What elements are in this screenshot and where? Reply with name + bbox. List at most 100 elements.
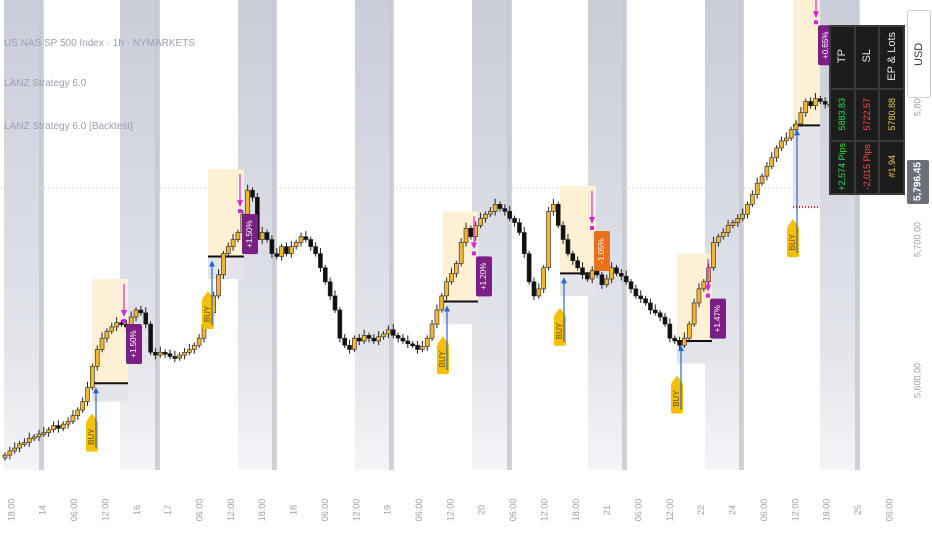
- time-axis-label: 06:00: [414, 499, 424, 522]
- candle-up: [706, 267, 711, 283]
- candle-up: [221, 253, 226, 276]
- candle-up: [51, 425, 56, 431]
- exit-dot: [472, 251, 476, 256]
- candle-down: [652, 309, 658, 314]
- candle-up: [235, 232, 241, 240]
- buy-tag-pointer: [787, 219, 799, 228]
- entry-arrow-head: [444, 305, 450, 312]
- candle-up: [46, 429, 51, 433]
- candle-up: [701, 281, 707, 290]
- candle-up: [725, 225, 731, 233]
- trade-result-badge: [126, 324, 142, 364]
- candle-up: [80, 401, 85, 411]
- candle-up: [17, 443, 22, 449]
- candle-down: [594, 270, 600, 276]
- time-axis-label: 18:00: [257, 499, 267, 522]
- candle-down: [468, 227, 474, 238]
- candle-down: [633, 288, 639, 297]
- candle-up: [191, 344, 197, 350]
- candle-down: [153, 351, 158, 356]
- trade-result-label: -1.05%: [597, 238, 606, 263]
- candle-up: [483, 213, 488, 219]
- candle-up: [691, 302, 697, 325]
- candle-down: [167, 353, 173, 357]
- exit-arrow-head: [705, 284, 711, 292]
- candle-down: [507, 211, 513, 219]
- exit-arrow-head: [237, 200, 243, 208]
- candle-down: [366, 335, 372, 339]
- candle-up: [779, 140, 784, 149]
- legend-backtest[interactable]: LANZ Strategy 6.0 [Backtest]: [4, 121, 133, 132]
- candle-up: [711, 242, 716, 269]
- candle-up: [187, 349, 192, 353]
- currency-button[interactable]: USD: [907, 10, 931, 98]
- table-header-ep: EP & Lots: [878, 25, 905, 90]
- candle-up: [784, 137, 789, 142]
- time-axis-label: 16: [132, 505, 142, 515]
- candle-up: [386, 329, 391, 335]
- candle-up: [458, 242, 464, 264]
- session-shade: [472, 0, 510, 470]
- candle-up: [541, 267, 546, 290]
- candle-up: [182, 351, 187, 356]
- candle-up: [12, 447, 18, 452]
- candle-up: [216, 274, 221, 297]
- candle-down: [342, 337, 348, 346]
- candle-up: [686, 323, 692, 339]
- candle-up: [70, 415, 76, 422]
- candle-down: [628, 281, 634, 290]
- candle-up: [696, 288, 702, 304]
- candle-down: [580, 267, 585, 276]
- time-axis-label: 18: [289, 505, 299, 515]
- candle-up: [803, 101, 809, 114]
- candle-up: [289, 246, 294, 254]
- time-axis-label: 20: [477, 505, 487, 515]
- buy-tag-label: BUY: [555, 322, 564, 339]
- legend-strategy[interactable]: LANZ Strategy 6.0: [4, 78, 87, 89]
- candle-up: [31, 436, 37, 440]
- candle-up: [196, 337, 202, 346]
- candle-down: [614, 267, 619, 274]
- session-shade: [4, 0, 42, 470]
- legend-symbol[interactable]: US NAS SP 500 Index · 1h · NYMARKETS: [4, 38, 196, 49]
- candle-down: [162, 351, 168, 355]
- trade-result-badge: [710, 298, 726, 339]
- exit-dot: [122, 319, 126, 323]
- candle-up: [487, 211, 493, 215]
- candle-up: [463, 227, 469, 243]
- candle-up: [2, 454, 8, 459]
- candle-up: [90, 366, 95, 388]
- time-axis-label: 19: [383, 505, 393, 515]
- time-axis-label: 17: [163, 505, 173, 515]
- candle-up: [551, 204, 556, 212]
- trade-result-label: +1.50%: [245, 220, 254, 247]
- table-header-sl: SL: [853, 25, 881, 90]
- day-divider: [855, 0, 860, 470]
- candle-down: [390, 329, 396, 336]
- candle-up: [759, 175, 765, 184]
- candle-up: [754, 182, 760, 195]
- candle-up: [36, 433, 42, 438]
- candle-down: [250, 189, 255, 198]
- candle-down: [585, 274, 590, 280]
- trade-result-label: +1.20%: [479, 263, 488, 290]
- entry-arrow-head: [678, 345, 684, 351]
- time-axis-label: 06:00: [320, 499, 330, 522]
- session-backgrounds: [4, 0, 858, 470]
- day-divider: [39, 0, 44, 470]
- candle-up: [420, 346, 425, 350]
- buy-tag: [437, 344, 449, 375]
- candle-down: [313, 246, 318, 254]
- trade-result-label: +0.65%: [821, 32, 830, 59]
- stop-loss-zone: [443, 301, 478, 325]
- trade-result-badge: [476, 256, 492, 297]
- entry-arrow-head: [93, 387, 99, 394]
- candle-down: [138, 309, 144, 314]
- candle-down: [371, 337, 377, 342]
- table-tp-pips: +2,574 Pips: [829, 140, 856, 195]
- time-axis-label: 06:00: [195, 499, 205, 522]
- candle-up: [245, 189, 250, 215]
- candle-up: [352, 337, 357, 350]
- time-axis-label: 06:00: [508, 499, 518, 522]
